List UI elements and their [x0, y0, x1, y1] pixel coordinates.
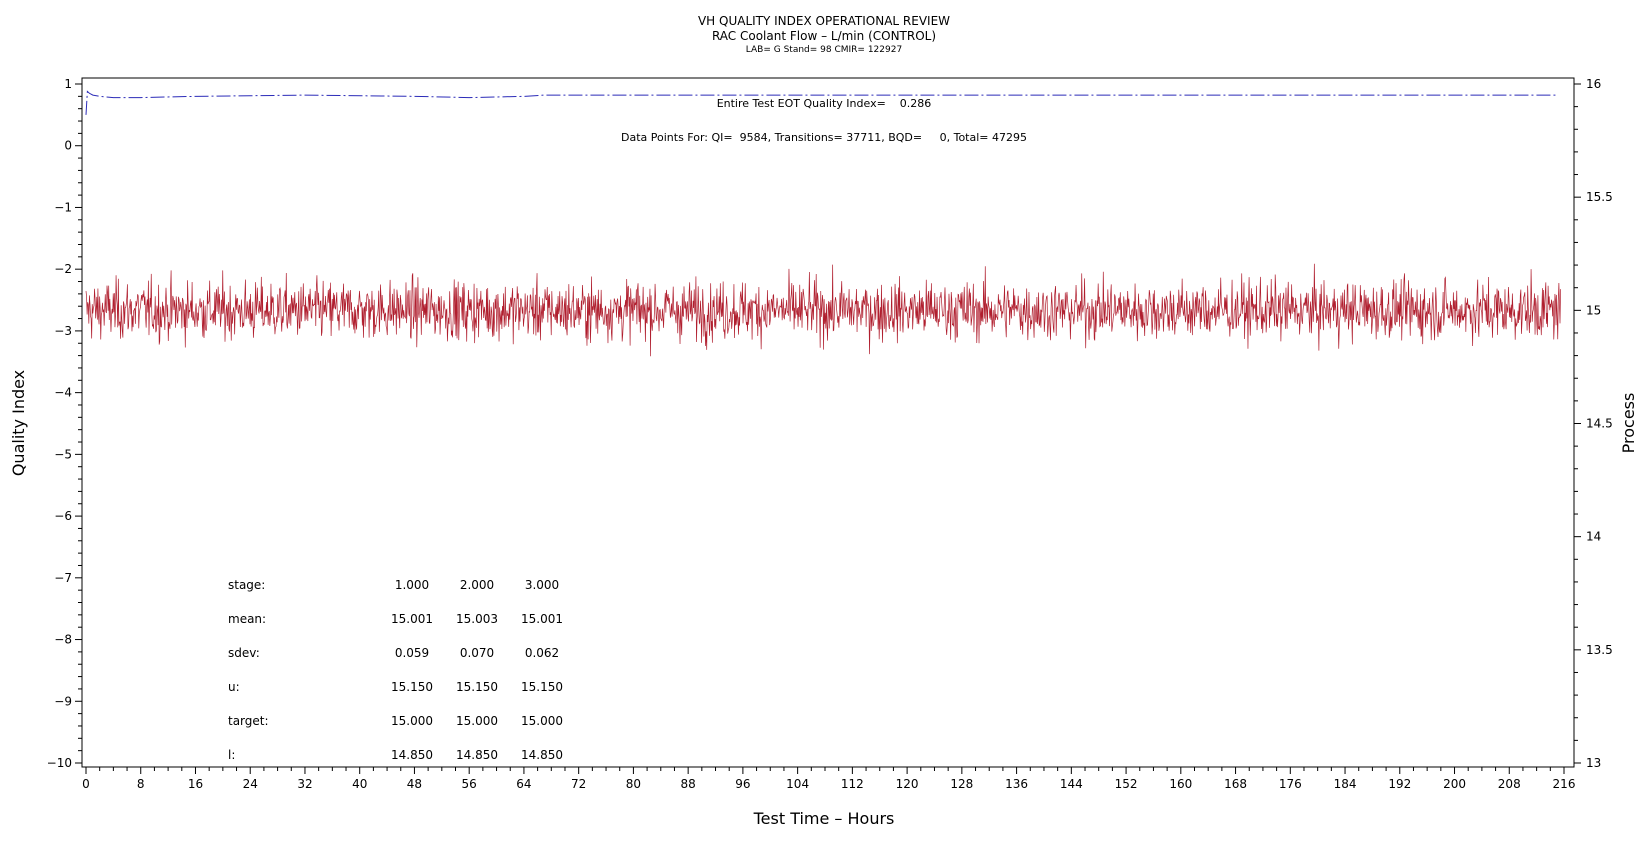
x-tick-label: 88	[681, 777, 696, 791]
stats-cell: 15.001	[391, 612, 433, 626]
stats-row-label: u:	[228, 680, 240, 694]
x-tick-label: 120	[896, 777, 919, 791]
x-tick-label: 128	[950, 777, 973, 791]
y-left-tick-label: −10	[47, 756, 72, 770]
y-right-tick-label: 13.5	[1586, 643, 1613, 657]
x-tick-label: 56	[462, 777, 477, 791]
y-right-tick-label: 13	[1586, 756, 1601, 770]
stats-cell: 15.150	[391, 680, 433, 694]
y-axis-right-label: Process	[1619, 393, 1638, 454]
series-layer	[85, 90, 1561, 357]
x-tick-label: 176	[1279, 777, 1302, 791]
stats-cell: 15.150	[456, 680, 498, 694]
annotation-data-points: Data Points For: QI= 9584, Transitions= …	[621, 131, 1027, 144]
y-left-tick-label: −2	[54, 262, 72, 276]
axes-layer: 0 8 16 24 32 40 48 56 64 72 80 88 96 104 112 120 128 136 1…	[47, 77, 1613, 791]
x-tick-label: 0	[82, 777, 90, 791]
stats-cell: 0.059	[395, 646, 429, 660]
y-axis-left-label: Quality Index	[9, 370, 28, 476]
stats-row-label: sdev:	[228, 646, 260, 660]
y-right-tick-label: 15.5	[1586, 190, 1613, 204]
stats-cell: 15.000	[391, 714, 433, 728]
x-tick-label: 152	[1115, 777, 1138, 791]
stats-row-label: stage:	[228, 578, 265, 592]
plot-frame	[81, 77, 1575, 768]
x-tick-label: 112	[841, 777, 864, 791]
y-right-tick-label: 15	[1586, 303, 1601, 317]
x-tick-label: 24	[243, 777, 258, 791]
x-tick-label: 184	[1334, 777, 1357, 791]
stats-cell: 15.000	[521, 714, 563, 728]
x-tick-label: 160	[1169, 777, 1192, 791]
chart-subtitle: RAC Coolant Flow – L/min (CONTROL)	[712, 29, 936, 43]
stats-row-label: target:	[228, 714, 269, 728]
stats-cell: 0.062	[525, 646, 559, 660]
x-tick-label: 48	[407, 777, 422, 791]
x-tick-label: 200	[1443, 777, 1466, 791]
y-right-tick-label: 14	[1586, 530, 1601, 544]
x-tick-label: 80	[626, 777, 641, 791]
stats-cell: 0.070	[460, 646, 494, 660]
stats-cell: 14.850	[521, 748, 563, 762]
stats-cell: 14.850	[391, 748, 433, 762]
x-tick-label: 8	[137, 777, 145, 791]
y-left-tick-label: −8	[54, 633, 72, 647]
stats-cell: 14.850	[456, 748, 498, 762]
annotation-eot-quality-index: Entire Test EOT Quality Index= 0.286	[717, 97, 932, 110]
y-right-tick-label: 14.5	[1586, 417, 1613, 431]
y-left-tick-label: −9	[54, 694, 72, 708]
y-left-tick-label: −5	[54, 447, 72, 461]
y-left-tick-label: −7	[54, 571, 72, 585]
stats-cell: 3.000	[525, 578, 559, 592]
quality-index-series-line	[85, 90, 1558, 115]
y-left-tick-label: −6	[54, 509, 72, 523]
stats-cell: 15.000	[456, 714, 498, 728]
stats-cell: 15.001	[521, 612, 563, 626]
x-tick-label: 208	[1498, 777, 1521, 791]
y-left-tick-label: −1	[54, 200, 72, 214]
y-left-tick-label: −3	[54, 324, 72, 338]
x-tick-label: 72	[571, 777, 586, 791]
x-axis-label: Test Time – Hours	[753, 809, 895, 828]
x-tick-label: 192	[1388, 777, 1411, 791]
x-tick-label: 216	[1553, 777, 1576, 791]
y-left-tick-label: 0	[64, 139, 72, 153]
y-left-tick-label: −4	[54, 386, 72, 400]
chart-title: VH QUALITY INDEX OPERATIONAL REVIEW	[698, 14, 950, 28]
stats-cell: 1.000	[395, 578, 429, 592]
x-tick-label: 104	[786, 777, 809, 791]
x-tick-label: 136	[1005, 777, 1028, 791]
x-tick-label: 32	[297, 777, 312, 791]
process-series-line	[85, 263, 1561, 357]
x-tick-label: 64	[516, 777, 531, 791]
stats-row-label: mean:	[228, 612, 266, 626]
stats-table: stage: 1.000 2.000 3.000 mean: 15.001 15.003 15…	[228, 578, 563, 762]
stats-cell: 15.003	[456, 612, 498, 626]
x-tick-label: 40	[352, 777, 367, 791]
chart-subtitle-2: LAB= G Stand= 98 CMIR= 122927	[746, 45, 902, 55]
x-tick-label: 96	[735, 777, 750, 791]
stats-cell: 15.150	[521, 680, 563, 694]
x-tick-label: 144	[1060, 777, 1083, 791]
stats-row-label: l:	[228, 748, 235, 762]
y-right-tick-label: 16	[1586, 77, 1601, 91]
stats-cell: 2.000	[460, 578, 494, 592]
y-left-tick-label: 1	[64, 77, 72, 91]
x-tick-label: 16	[188, 777, 203, 791]
x-tick-label: 168	[1224, 777, 1247, 791]
